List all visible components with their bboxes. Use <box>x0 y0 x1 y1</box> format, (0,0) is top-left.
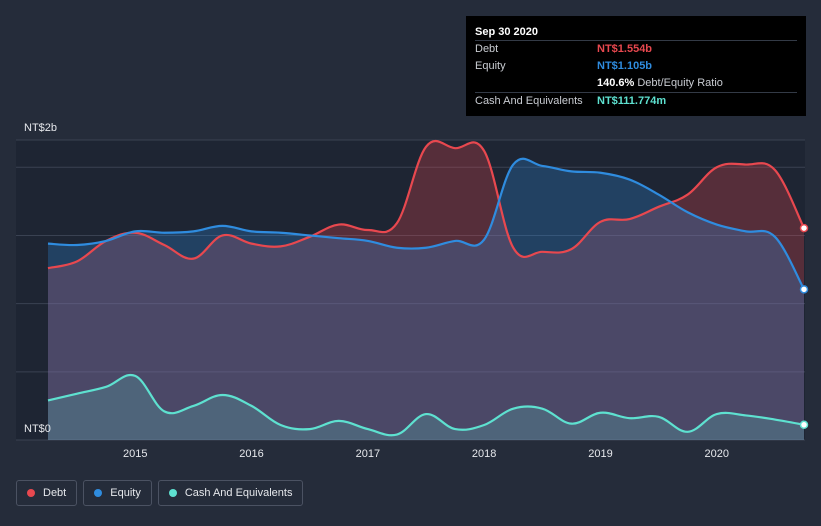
cash-line <box>47 373 805 437</box>
legend-dot-icon <box>94 489 103 497</box>
data-tooltip: Sep 30 2020 Debt NT$1.554b Equity NT$1.1… <box>466 16 806 116</box>
cash-area <box>48 374 804 440</box>
legend-item-equity[interactable]: Equity <box>83 480 152 506</box>
x-tick-label: 2018 <box>472 448 496 460</box>
legend-label: Cash And Equivalents <box>184 487 293 499</box>
legend-dot-icon <box>168 489 177 497</box>
equity-end-marker <box>799 285 809 294</box>
tooltip-value: NT$111.774m <box>597 95 667 107</box>
debt-end-marker <box>799 223 809 233</box>
chart-legend: Debt Equity Cash And Equivalents <box>16 480 304 506</box>
tooltip-value: 140.6% <box>597 77 635 89</box>
debt-area <box>48 141 804 441</box>
tooltip-value: NT$1.554b <box>597 43 653 55</box>
legend-item-cash[interactable]: Cash And Equivalents <box>157 480 304 506</box>
x-tick-label: 2015 <box>123 448 147 460</box>
x-tick-label: 2020 <box>705 448 729 460</box>
tooltip-row-equity: Equity NT$1.105b <box>475 58 797 75</box>
cash-end-marker <box>799 420 809 430</box>
legend-dot-icon <box>27 489 35 497</box>
x-tick-label: 2017 <box>356 448 380 460</box>
legend-label: Debt <box>43 487 67 499</box>
tooltip-date: Sep 30 2020 <box>475 26 538 38</box>
series-end-markers <box>799 223 809 430</box>
legend-item-debt[interactable]: Debt <box>16 480 78 506</box>
tooltip-label: Equity <box>475 60 506 72</box>
series-lines <box>47 140 805 437</box>
legend-label: Equity <box>110 487 141 499</box>
tooltip-row-cash: Cash And Equivalents NT$111.774m <box>475 92 797 110</box>
y-axis-top-label: NT$2b <box>24 122 57 134</box>
tooltip-label: Cash And Equivalents <box>475 95 583 107</box>
y-axis-bottom-label: NT$0 <box>24 423 51 435</box>
tooltip-value: NT$1.105b <box>597 60 653 72</box>
equity-line <box>47 157 805 290</box>
tooltip-label: Debt <box>475 43 499 55</box>
x-axis-ticks: 2015 2016 2017 2018 2019 2020 <box>123 448 729 460</box>
x-tick-label: 2019 <box>588 448 612 460</box>
debt-line <box>47 140 805 270</box>
tooltip-label <box>475 75 597 92</box>
x-tick-label: 2016 <box>239 448 263 460</box>
tooltip-row-ratio: 140.6% Debt/Equity Ratio <box>475 75 797 92</box>
tooltip-row-debt: Debt NT$1.554b <box>475 40 797 58</box>
tooltip-sublabel: Debt/Equity Ratio <box>637 77 723 89</box>
